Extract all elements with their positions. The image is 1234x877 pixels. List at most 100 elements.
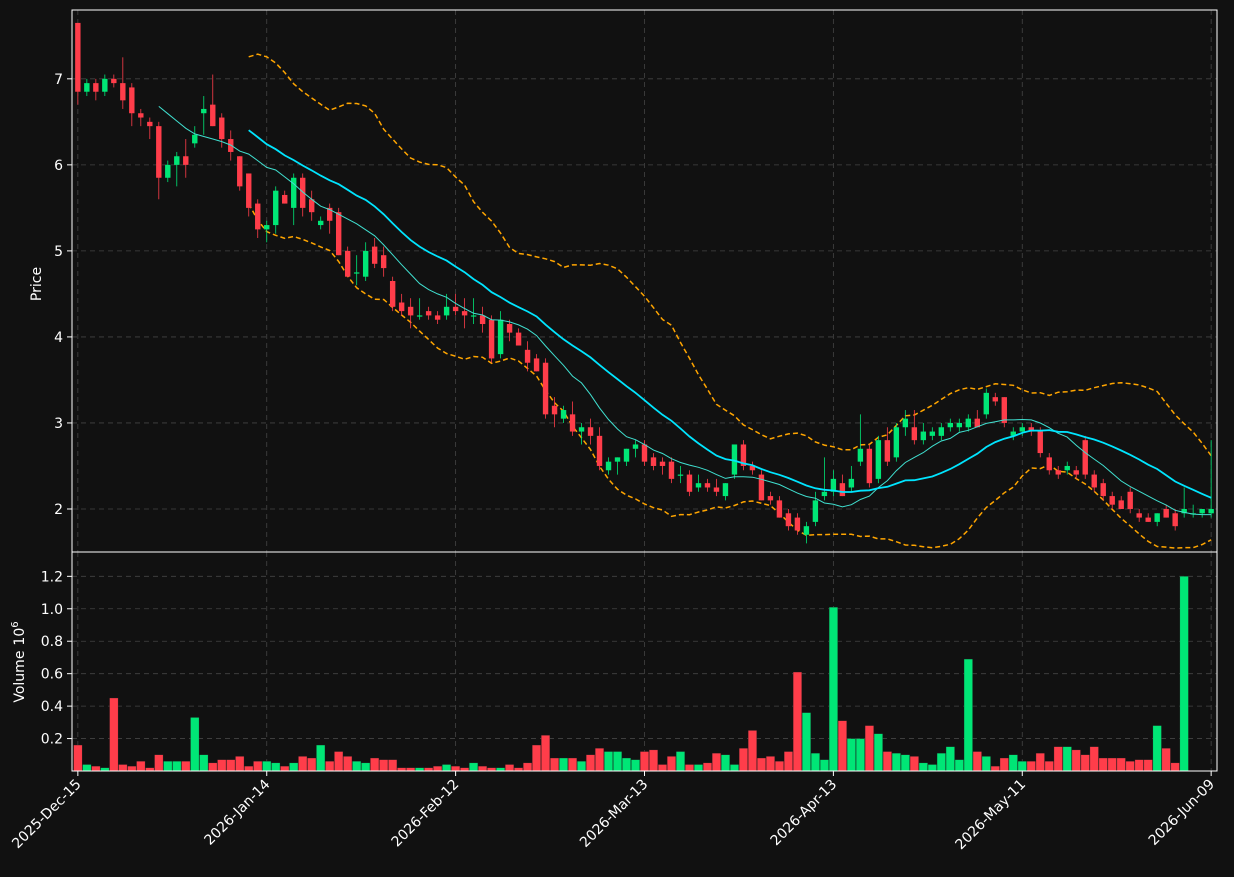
candle-body-13 (192, 134, 198, 144)
volume-bar-60 (613, 751, 622, 772)
volume-bar-18 (235, 756, 245, 772)
candle-body-99 (965, 418, 972, 428)
volume-bar-15 (208, 762, 218, 772)
candle-body-32 (362, 250, 369, 277)
volume-axis-exponent-base: 10 (12, 628, 28, 646)
candle-body-11 (174, 156, 180, 165)
volume-bar-56 (577, 761, 586, 772)
volume-bar-45 (478, 765, 488, 772)
candle-body-109 (1055, 470, 1061, 475)
candle-body-28 (326, 207, 333, 221)
xtick-label-4: 2026-Apr-13 (768, 777, 841, 850)
candle-body-8 (147, 121, 153, 127)
candle-body-3 (102, 78, 108, 92)
candle-body-91 (893, 427, 900, 458)
volume-bar-74 (739, 748, 748, 772)
candle-body-55 (569, 414, 576, 432)
candle-body-68 (686, 474, 693, 492)
candle-body-75 (749, 465, 756, 471)
candle-body-35 (389, 281, 396, 307)
candle-body-30 (344, 250, 351, 277)
volume-bar-104 (1008, 754, 1018, 772)
candle-body-86 (848, 478, 855, 488)
volume-bar-17 (226, 759, 236, 772)
candle-body-94 (920, 431, 927, 441)
volume-axis-label-text: Volume (12, 651, 28, 703)
volume-bar-61 (622, 757, 631, 772)
volume-bar-78 (774, 761, 784, 772)
volume-axis-label: Volume 106 (10, 621, 28, 702)
candle-body-37 (407, 306, 414, 316)
candle-body-123 (1181, 508, 1187, 514)
candle-body-2 (93, 83, 99, 92)
volume-bar-67 (676, 751, 685, 772)
volume-bar-48 (505, 764, 515, 772)
candle-body-72 (722, 483, 729, 497)
candle-body-80 (794, 517, 801, 531)
volume-bar-123 (1179, 576, 1189, 772)
candle-body-16 (219, 117, 225, 140)
volume-bar-21 (262, 761, 272, 772)
volume-bar-93 (909, 756, 919, 772)
candle-body-14 (201, 108, 207, 114)
candle-body-83 (821, 491, 828, 497)
volume-bar-97 (945, 746, 955, 772)
candle-body-59 (605, 461, 612, 471)
volume-bar-55 (568, 757, 577, 772)
bollinger-upper-line (248, 53, 1212, 457)
candle-body-60 (614, 457, 621, 462)
volume-bar-54 (559, 757, 568, 772)
candle-body-125 (1199, 508, 1205, 514)
price-axis-label: Price (29, 267, 45, 301)
candle-body-34 (380, 255, 387, 269)
candle-body-122 (1172, 513, 1178, 527)
candle-body-126 (1208, 508, 1214, 514)
volume-bar-108 (1044, 761, 1054, 772)
volume-bar-77 (766, 756, 775, 772)
volume-bar-102 (990, 765, 1000, 772)
volume-bar-119 (1143, 759, 1153, 772)
candle-body-48 (506, 324, 513, 333)
volume-bar-19 (244, 765, 254, 772)
candle-body-111 (1073, 470, 1079, 475)
volume-bar-86 (846, 738, 856, 772)
volume-bar-70 (703, 762, 712, 772)
price-ytick-label-1: 3 (54, 416, 63, 432)
candle-body-114 (1100, 483, 1106, 497)
xtick-label-3: 2026-Mar-13 (577, 777, 651, 851)
candle-body-116 (1118, 500, 1124, 509)
volume-bar-82 (810, 753, 820, 772)
volume-grid (72, 552, 1217, 771)
volume-bar-115 (1107, 757, 1117, 772)
candle-body-4 (111, 78, 117, 84)
xtick-label-2: 2026-Feb-12 (389, 777, 463, 851)
price-ytick-label-0: 2 (54, 502, 63, 518)
volume-bar-87 (855, 738, 865, 772)
volume-bar-81 (801, 712, 811, 772)
volume-bar-51 (532, 744, 541, 772)
volume-bar-94 (918, 762, 928, 772)
candle-body-29 (335, 212, 342, 256)
price-grid (72, 10, 1217, 552)
volume-bar-83 (819, 759, 829, 772)
candle-body-112 (1082, 440, 1088, 475)
volume-ytick-label-4: 1.0 (41, 602, 63, 618)
volume-bar-0 (73, 744, 83, 772)
volume-bar-2 (91, 765, 101, 772)
xtick-label-0: 2025-Dec-15 (9, 777, 84, 852)
volume-ytick-label-1: 0.4 (41, 699, 63, 715)
xtick-label-6: 2026-Jun-09 (1146, 777, 1218, 849)
volume-bar-100 (972, 751, 982, 772)
candle-body-90 (884, 440, 891, 462)
candle-body-82 (812, 500, 819, 522)
volume-bar-62 (631, 759, 640, 772)
candle-body-50 (524, 349, 531, 363)
candle-body-71 (713, 487, 720, 492)
candle-body-103 (1001, 397, 1007, 423)
candle-body-62 (632, 444, 639, 449)
candle-body-121 (1163, 508, 1169, 518)
candle-body-117 (1127, 491, 1133, 509)
candle-body-44 (470, 315, 477, 317)
volume-bar-30 (343, 756, 353, 772)
volume-bar-63 (640, 751, 649, 772)
